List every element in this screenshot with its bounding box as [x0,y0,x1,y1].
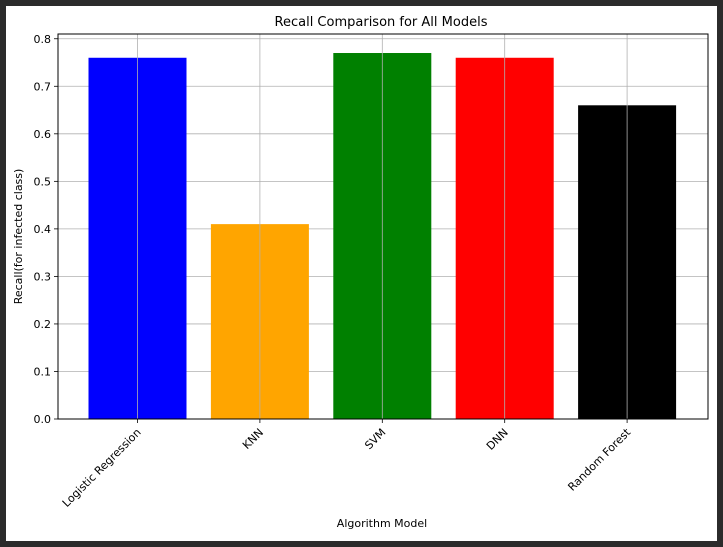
chart-title: Recall Comparison for All Models [275,15,488,30]
y-tick-label: 0.5 [34,175,52,188]
plot-border [57,33,709,420]
axes-frame [57,33,709,420]
vertical-grid-lines [137,34,628,419]
y-tick-label: 0.2 [34,318,52,331]
bar-chart: Recall Comparison for All Models Recall(… [12,15,709,530]
y-tick-label: 0.6 [34,128,52,141]
y-tick-label: 0.7 [34,80,52,93]
chart-canvas: Recall Comparison for All Models Recall(… [6,6,717,541]
y-axis-label: Recall(for infected class) [12,169,25,305]
y-tick-label: 0.4 [34,223,52,236]
x-tick-label: Logistic Regression [60,426,144,510]
x-tick-label: Random Forest [565,425,633,493]
y-tick-label: 0.8 [34,33,52,46]
y-tick-label: 0.1 [34,365,52,378]
x-tick-label: SVM [362,426,388,452]
x-tick-label: KNN [240,426,266,452]
y-tick-label: 0.3 [34,270,52,283]
x-tick-label: DNN [484,426,511,453]
y-tick-label: 0.0 [34,413,52,426]
x-axis-label: Algorithm Model [337,517,427,530]
